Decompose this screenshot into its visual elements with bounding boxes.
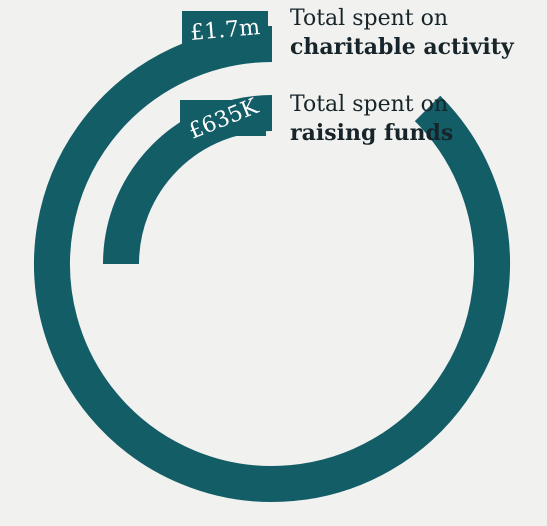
legend-raising-funds: Total spent on raising funds [290,90,453,148]
legend-charitable-line1: Total spent on [290,6,449,31]
legend-charitable-activity: Total spent on charitable activity [290,4,514,62]
value-box-charitable [182,11,268,47]
legend-raising-line2: raising funds [290,120,454,146]
legend-raising-line1: Total spent on [290,92,449,117]
legend-charitable-line2: charitable activity [290,34,514,60]
value-box-raising [180,100,266,136]
value-label-charitable: £1.7m [189,15,261,46]
arc-charitable [34,26,510,502]
